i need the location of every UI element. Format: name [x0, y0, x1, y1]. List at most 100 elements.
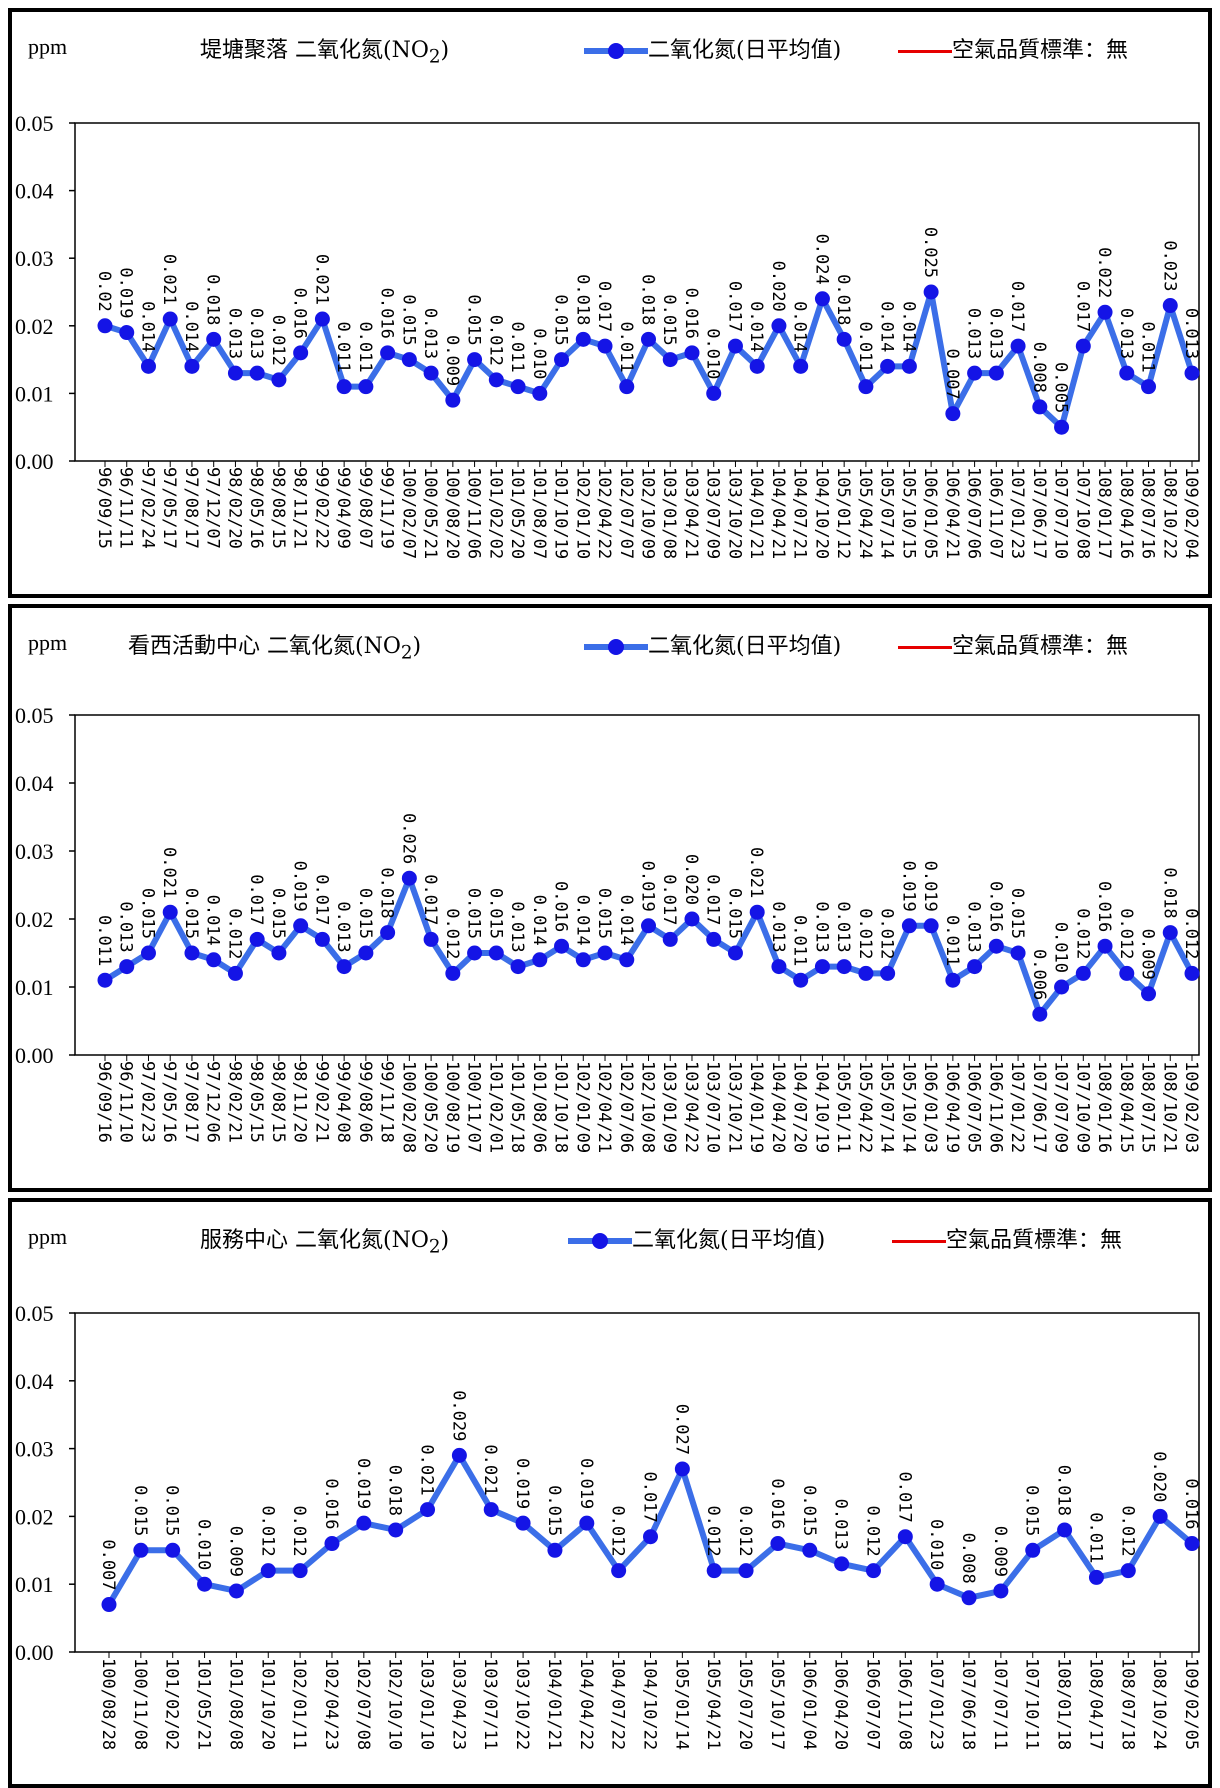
- data-label: 0.015: [464, 294, 484, 345]
- x-tick-label: 108/07/15: [1138, 1061, 1158, 1153]
- data-label: 0.014: [137, 301, 157, 352]
- y-tick-label: 0.05: [15, 1301, 54, 1326]
- data-label: 0.012: [855, 908, 875, 959]
- data-label: 0.013: [833, 901, 853, 952]
- data-point: [488, 372, 504, 388]
- x-tick-label: 100/08/20: [442, 467, 462, 559]
- data-point: [547, 1542, 563, 1558]
- data-point: [532, 385, 548, 401]
- y-tick-label: 0.01: [15, 975, 54, 1000]
- data-point: [749, 904, 765, 920]
- x-tick-label: 97/02/24: [137, 467, 157, 549]
- data-point: [727, 338, 743, 354]
- data-label: 0.018: [572, 274, 592, 325]
- x-tick-label: 104/04/20: [768, 1061, 788, 1153]
- x-tick-label: 102/04/23: [321, 1658, 341, 1750]
- data-label: 0.016: [767, 1478, 787, 1529]
- data-point: [271, 372, 287, 388]
- legend-series-swatch: [568, 1233, 632, 1249]
- data-label: 0.011: [942, 915, 962, 966]
- data-label: 0.011: [790, 915, 810, 966]
- data-label: 0.018: [377, 867, 397, 918]
- data-label: 0.009: [442, 335, 462, 386]
- data-label: 0.011: [355, 321, 375, 372]
- x-tick-label: 101/08/08: [225, 1658, 245, 1750]
- data-label: 0.021: [159, 847, 179, 898]
- data-point: [771, 318, 787, 334]
- data-point: [292, 1563, 308, 1579]
- x-tick-label: 101/05/18: [507, 1061, 527, 1153]
- x-tick-label: 97/05/17: [159, 467, 179, 549]
- x-tick-label: 102/07/07: [616, 467, 636, 559]
- data-point: [1075, 965, 1091, 981]
- x-tick-label: 100/11/07: [464, 1061, 484, 1153]
- data-point: [643, 1529, 658, 1545]
- data-point: [1119, 965, 1135, 981]
- x-tick-label: 104/01/21: [544, 1658, 564, 1750]
- data-label: 0.016: [1094, 881, 1114, 932]
- data-label: 0.020: [681, 854, 701, 905]
- data-point: [597, 338, 613, 354]
- chart-title: 堤塘聚落 二氧化氮(NO2): [200, 38, 450, 68]
- data-point: [423, 365, 439, 381]
- data-label: 0.016: [1181, 1478, 1201, 1529]
- x-tick-label: 108/10/22: [1159, 467, 1179, 559]
- y-axis-unit: ppm: [28, 1224, 68, 1249]
- data-label: 0.013: [768, 901, 788, 952]
- x-tick-label: 107/10/09: [1072, 1061, 1092, 1153]
- data-point: [1088, 1569, 1104, 1585]
- x-tick-label: 101/10/19: [551, 467, 571, 559]
- data-label: 0.019: [638, 861, 658, 912]
- x-tick-label: 101/02/01: [485, 1061, 505, 1153]
- data-label: 0.011: [1085, 1512, 1105, 1563]
- data-point: [206, 331, 222, 347]
- y-tick-label: 0.01: [15, 381, 54, 406]
- legend-standard-swatch: [898, 645, 952, 649]
- data-label: 0.019: [576, 1458, 596, 1509]
- x-tick-label: 102/10/10: [385, 1658, 405, 1750]
- data-label: 0.015: [594, 888, 614, 939]
- data-label: 0.017: [420, 874, 440, 925]
- data-point: [579, 1515, 595, 1531]
- data-point: [619, 379, 635, 395]
- x-tick-label: 100/08/28: [98, 1658, 118, 1750]
- x-tick-label: 104/07/22: [608, 1658, 628, 1750]
- data-point: [336, 379, 352, 395]
- x-tick-label: 99/08/06: [355, 1061, 375, 1143]
- data-label: 0.012: [877, 908, 897, 959]
- data-point: [1032, 399, 1048, 415]
- data-point: [97, 318, 113, 334]
- x-tick-label: 107/10/08: [1072, 467, 1092, 559]
- data-label: 0.017: [246, 874, 266, 925]
- data-point: [293, 345, 309, 361]
- data-point: [880, 358, 896, 374]
- x-tick-label: 99/08/07: [355, 467, 375, 549]
- x-tick-label: 104/01/21: [746, 467, 766, 559]
- x-tick-label: 96/09/16: [94, 1061, 114, 1143]
- data-label: 0.019: [920, 861, 940, 912]
- data-label: 0.006: [1029, 949, 1049, 1000]
- x-tick-label: 105/04/22: [855, 1061, 875, 1153]
- data-label: 0.017: [894, 1472, 914, 1523]
- data-point: [836, 331, 852, 347]
- x-tick-label: 96/11/11: [116, 467, 136, 549]
- data-point: [227, 965, 243, 981]
- x-tick-label: 98/11/20: [290, 1061, 310, 1143]
- data-point: [1120, 1563, 1136, 1579]
- data-point: [662, 931, 678, 947]
- data-point: [793, 358, 809, 374]
- chart-plot: 0.00 0.01 0.02 0.03 0.04 0.05 96/09/15 96/11/11…: [15, 111, 1201, 559]
- x-tick-label: 103/04/23: [448, 1658, 468, 1750]
- data-point: [380, 925, 396, 941]
- data-label: 0.014: [746, 301, 766, 352]
- data-label: 0.014: [572, 895, 592, 946]
- data-label: 0.015: [398, 294, 418, 345]
- x-tick-label: 100/08/19: [442, 1061, 462, 1153]
- data-label: 0.015: [544, 1485, 564, 1536]
- data-point: [483, 1502, 499, 1518]
- x-tick-label: 104/10/20: [811, 467, 831, 559]
- y-tick-label: 0.04: [15, 1369, 54, 1394]
- x-tick-label: 104/07/21: [790, 467, 810, 559]
- x-tick-label: 101/08/06: [529, 1061, 549, 1153]
- data-point: [358, 945, 374, 961]
